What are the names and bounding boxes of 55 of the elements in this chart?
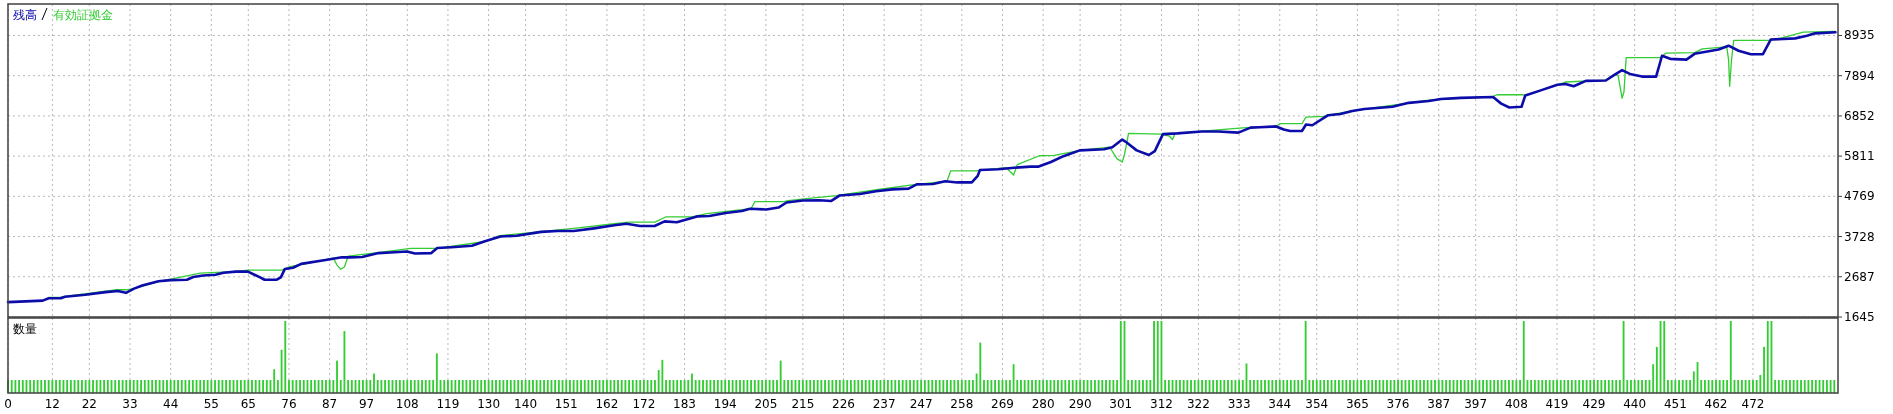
- x-tick-label: 183: [673, 397, 696, 411]
- x-tick-label: 365: [1345, 397, 1369, 411]
- x-tick-label: 33: [122, 397, 138, 411]
- x-tick-label: 22: [81, 397, 97, 411]
- x-tick-label: 215: [791, 397, 815, 411]
- x-tick-label: 76: [281, 397, 297, 411]
- x-tick-label: 472: [1741, 397, 1765, 411]
- x-tick-label: 172: [632, 397, 656, 411]
- x-tick-label: 65: [240, 397, 256, 411]
- x-tick-label: 97: [358, 397, 375, 411]
- x-tick-label: 194: [713, 397, 737, 411]
- x-tick-label: 237: [872, 397, 896, 411]
- y-tick-label: 4769: [1844, 189, 1875, 204]
- x-tick-label: 87: [322, 397, 338, 411]
- x-tick-label: 55: [203, 397, 219, 411]
- y-tick-label: 8935: [1844, 28, 1875, 43]
- y-tick-label: 5811: [1844, 149, 1875, 164]
- x-tick-label: 108: [395, 397, 419, 411]
- x-tick-label: 429: [1582, 397, 1606, 411]
- x-tick-label: 344: [1268, 397, 1292, 411]
- x-tick-label: 451: [1663, 397, 1687, 411]
- x-tick-label: 322: [1186, 397, 1210, 411]
- y-tick-label: 6852: [1844, 108, 1875, 123]
- x-tick-label: 258: [950, 397, 974, 411]
- x-tick-label: 140: [514, 397, 538, 411]
- x-tick-label: 462: [1704, 397, 1728, 411]
- x-tick-label: 301: [1109, 397, 1133, 411]
- y-tick-label: 2687: [1844, 269, 1875, 284]
- chart-title: 数量: [13, 322, 37, 336]
- x-tick-label: 376: [1386, 397, 1410, 411]
- x-tick-label: 247: [909, 397, 933, 411]
- x-tick-label: 226: [832, 397, 855, 411]
- x-tick-label: 269: [991, 397, 1014, 411]
- x-tick-label: 12: [44, 397, 60, 411]
- x-tick-label: 280: [1031, 397, 1055, 411]
- y-tick-label: 1645: [1844, 310, 1875, 324]
- x-tick-label: 312: [1150, 397, 1173, 411]
- x-tick-label: 162: [595, 397, 619, 411]
- x-tick-label: 44: [163, 397, 179, 411]
- x-tick-label: 397: [1464, 397, 1488, 411]
- x-tick-label: 408: [1504, 397, 1528, 411]
- x-tick-label: 0: [4, 397, 12, 411]
- x-tick-label: 387: [1427, 397, 1451, 411]
- x-tick-label: 419: [1545, 397, 1569, 411]
- x-tick-label: 205: [754, 397, 778, 411]
- y-tick-label: 7894: [1844, 68, 1875, 83]
- x-tick-label: 290: [1068, 397, 1092, 411]
- x-tick-label: 151: [554, 397, 578, 411]
- x-tick-label: 354: [1305, 397, 1329, 411]
- legend: 残高 有効証拠金: [13, 7, 113, 22]
- x-tick-label: 440: [1623, 397, 1647, 411]
- x-tick-label: 130: [477, 397, 501, 411]
- y-tick-label: 3728: [1844, 229, 1875, 244]
- x-tick-label: 119: [436, 397, 460, 411]
- x-tick-label: 333: [1227, 397, 1251, 411]
